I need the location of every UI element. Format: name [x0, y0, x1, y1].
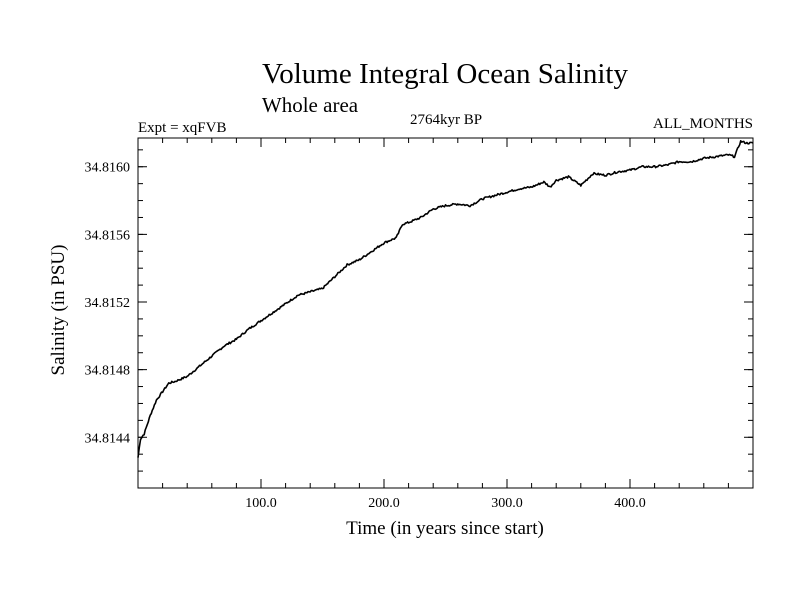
chart-title: Volume Integral Ocean Salinity	[262, 58, 628, 90]
experiment-label: Expt = xqFVB	[138, 120, 226, 136]
plot-frame	[137, 137, 754, 489]
salinity-series-line	[137, 140, 754, 458]
y-tick-label: 34.8156	[85, 228, 131, 243]
x-tick-label: 300.0	[491, 496, 523, 511]
x-axis-ticks: 100.0 200.0 300.0 400.0	[245, 138, 646, 511]
chart-subtitle: Whole area	[262, 93, 359, 117]
x-tick-label: 400.0	[614, 496, 646, 511]
months-label: ALL_MONTHS	[653, 116, 753, 132]
y-axis-label: Salinity (in PSU)	[48, 245, 69, 376]
period-label: 2764kyr BP	[410, 112, 482, 128]
y-tick-label: 34.8144	[85, 431, 131, 446]
y-tick-label: 34.8152	[85, 296, 131, 311]
x-axis-label: Time (in years since start)	[346, 518, 544, 539]
y-minor-ticks	[138, 149, 753, 472]
x-tick-label: 100.0	[245, 496, 277, 511]
y-axis-ticks: 34.8144 34.8148 34.8152 34.8156 34.8160	[85, 161, 753, 446]
x-tick-label: 200.0	[368, 496, 400, 511]
y-tick-label: 34.8148	[85, 364, 131, 379]
y-tick-label: 34.8160	[85, 161, 131, 176]
x-minor-ticks	[162, 138, 729, 488]
